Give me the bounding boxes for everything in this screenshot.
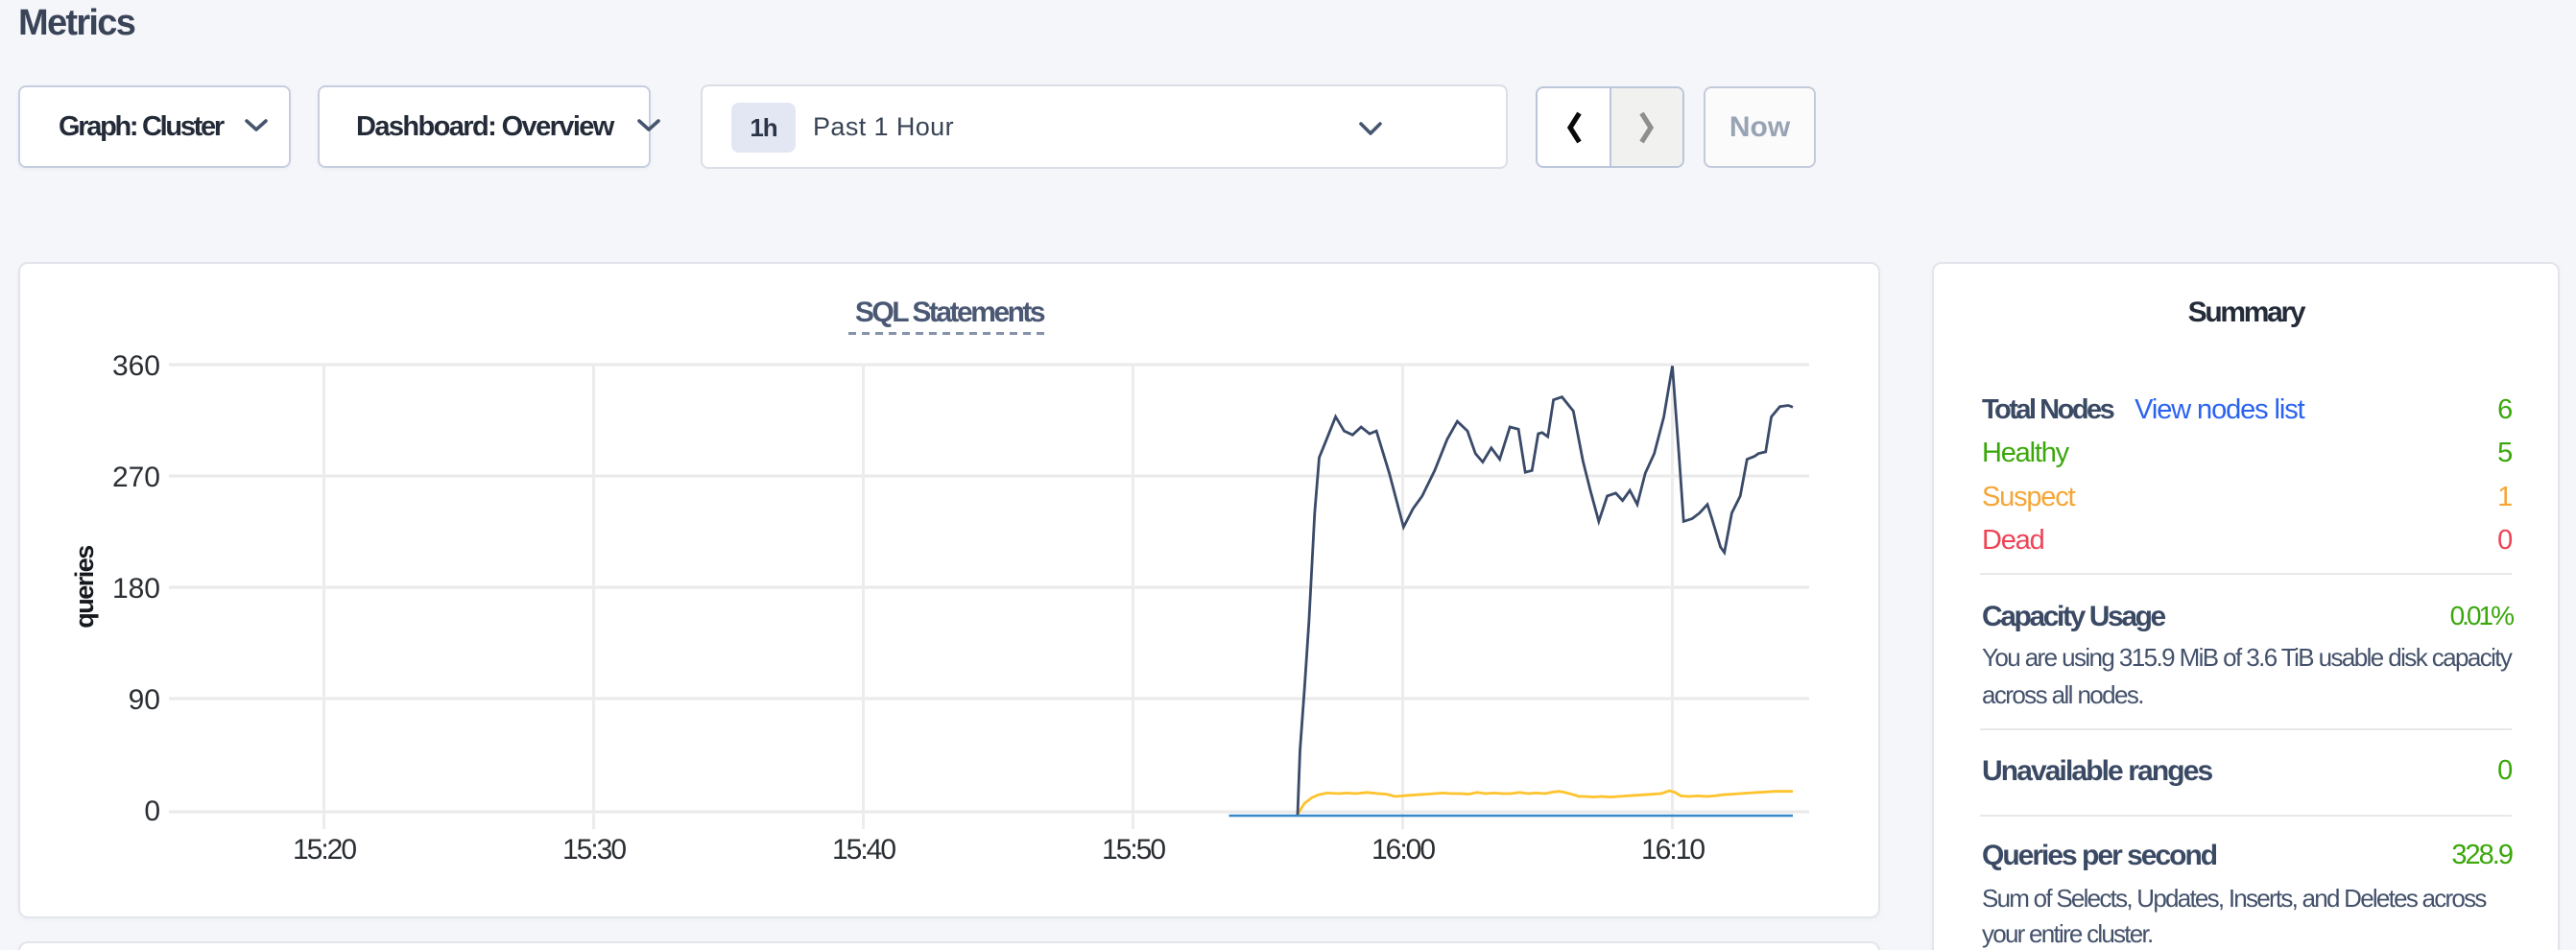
- svg-text:15:30: 15:30: [562, 834, 626, 866]
- svg-text:16:10: 16:10: [1641, 834, 1705, 866]
- svg-text:15:20: 15:20: [293, 834, 356, 866]
- svg-text:270: 270: [112, 462, 160, 493]
- svg-text:360: 360: [112, 350, 160, 382]
- svg-text:15:50: 15:50: [1102, 834, 1165, 866]
- svg-text:queries: queries: [70, 546, 99, 629]
- svg-text:0: 0: [144, 796, 160, 827]
- svg-text:90: 90: [129, 684, 160, 716]
- svg-text:16:00: 16:00: [1371, 834, 1435, 866]
- svg-text:15:40: 15:40: [832, 834, 895, 866]
- svg-text:180: 180: [112, 573, 160, 605]
